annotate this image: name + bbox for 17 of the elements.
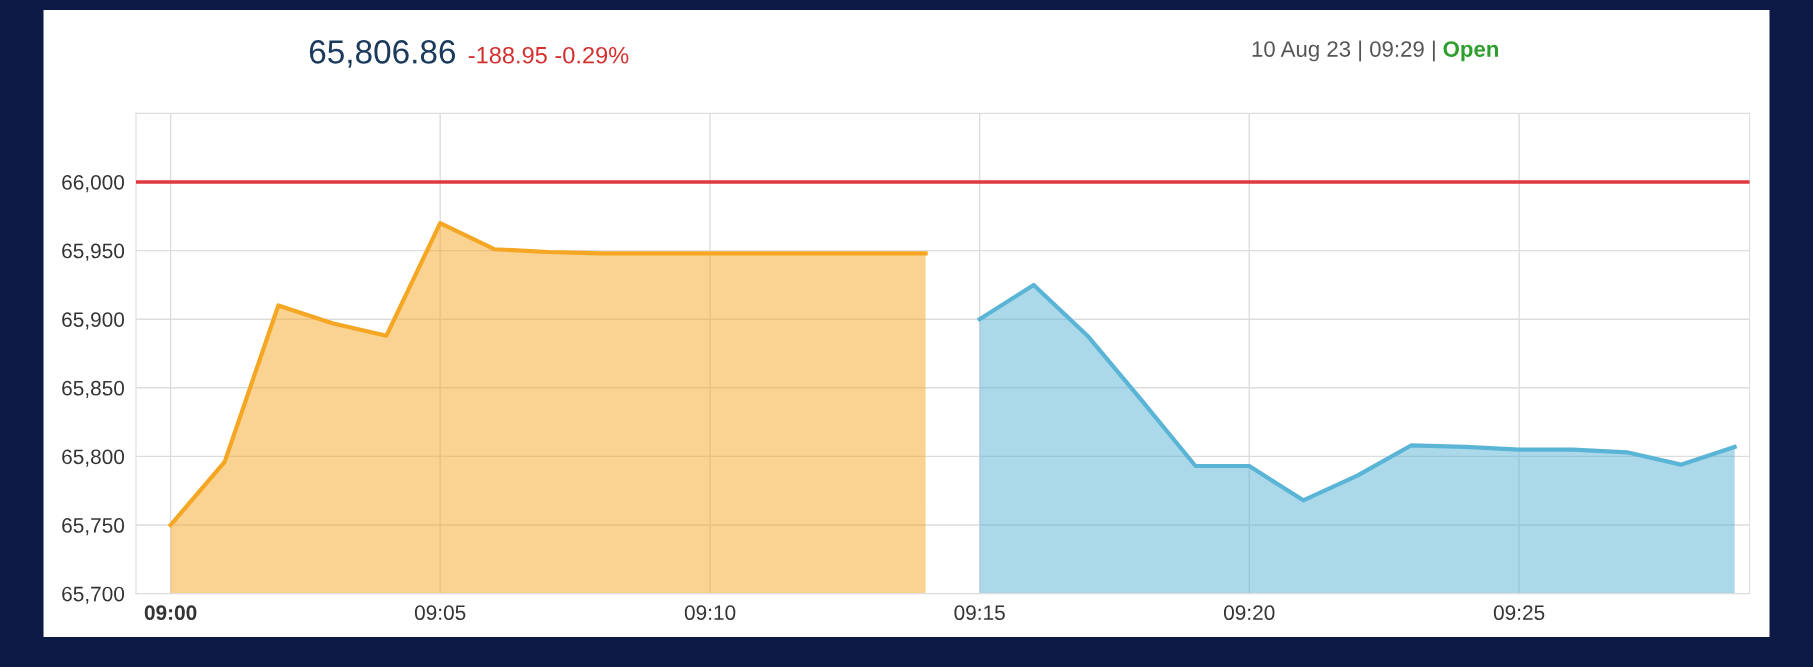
x-tick-label: 09:20 — [1223, 605, 1275, 621]
y-tick-label: 65,800 — [62, 449, 125, 467]
y-tick-label: 65,900 — [62, 312, 125, 330]
chart-title: 65,806.86 — [309, 40, 456, 68]
text: 10 Aug 23 | 09:29 | — [1252, 40, 1435, 62]
x-tick-label: 09:05 — [414, 605, 466, 621]
y-tick-label: 65,750 — [62, 518, 125, 536]
text: Open — [1443, 41, 1499, 62]
chart-subtitle: -188.95 -0.29% — [468, 46, 629, 64]
y-tick-label: 65,850 — [62, 380, 125, 399]
x-tick-label: 09:15 — [954, 605, 1005, 621]
x-tick-label: 09:10 — [684, 605, 736, 621]
x-tick-label: 09:00 — [144, 605, 197, 621]
y-tick-label: 65,700 — [62, 586, 125, 604]
y-tick-label: 66,000 — [62, 175, 125, 193]
x-tick-label: 09:25 — [1493, 605, 1545, 621]
y-tick-label: 65,950 — [62, 243, 125, 261]
